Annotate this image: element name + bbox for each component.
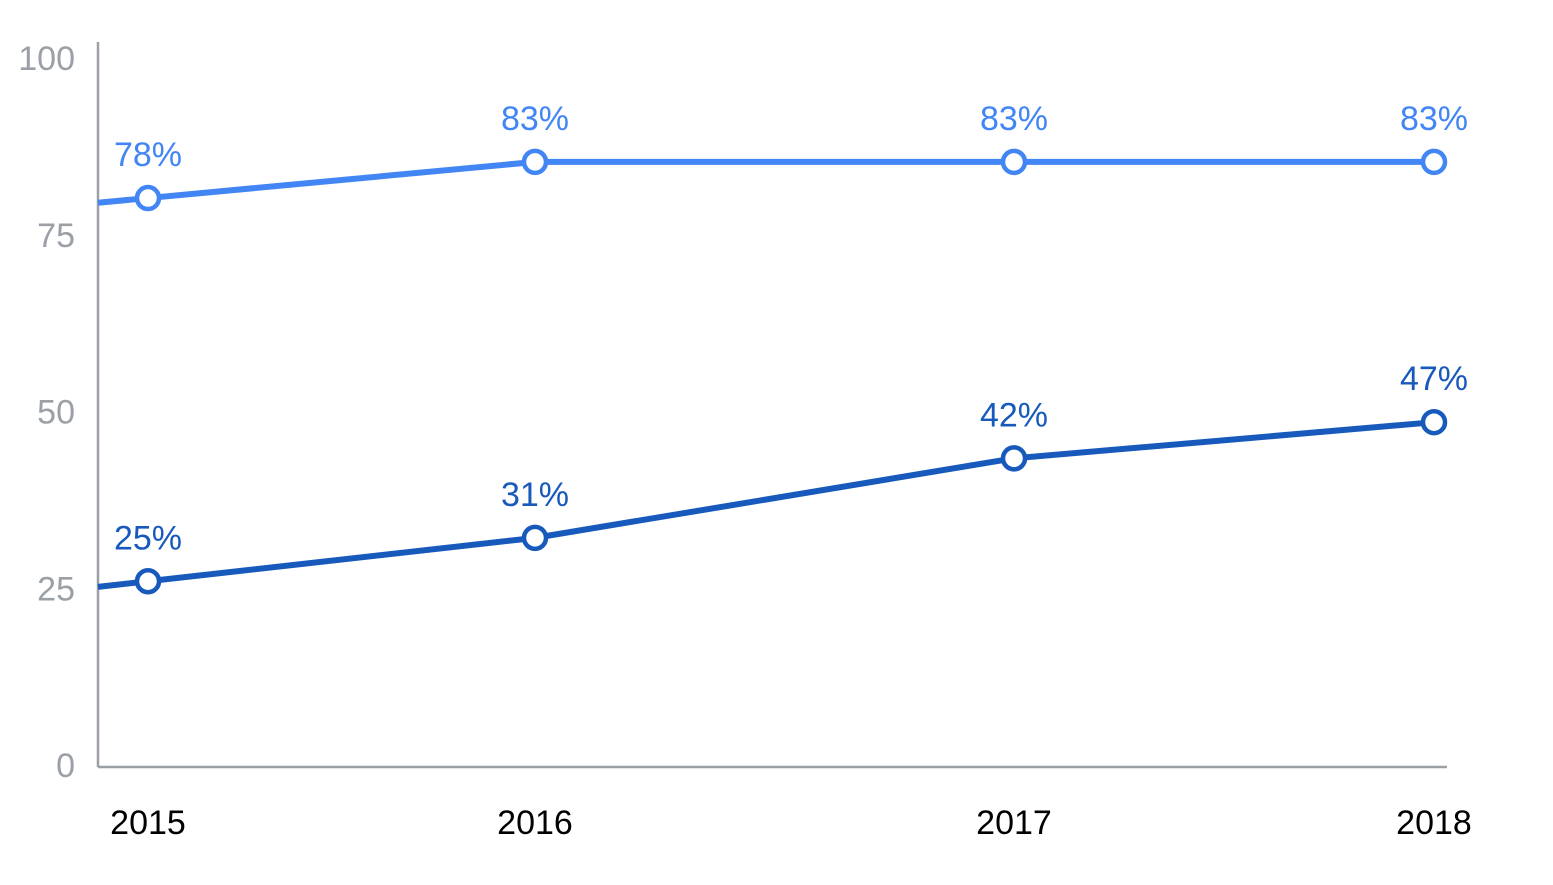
x-tick-label: 2017 — [976, 804, 1052, 842]
data-point — [1420, 408, 1448, 436]
y-tick-label: 0 — [56, 747, 75, 785]
data-label: 25% — [114, 519, 182, 557]
data-point — [1000, 445, 1028, 472]
data-label: 42% — [980, 396, 1048, 434]
y-tick-label: 100 — [18, 40, 75, 78]
data-point — [134, 184, 162, 212]
data-point — [521, 148, 549, 176]
data-point — [1420, 148, 1448, 176]
data-label: 83% — [980, 100, 1048, 138]
x-tick-label: 2016 — [497, 804, 573, 842]
data-point — [134, 568, 162, 595]
x-tick-label: 2018 — [1396, 804, 1472, 842]
series-line-2 — [97, 419, 1435, 590]
data-label: 83% — [1400, 100, 1468, 138]
x-tick-label: 2015 — [110, 804, 186, 842]
data-point — [1000, 148, 1028, 176]
data-label: 78% — [114, 136, 182, 174]
data-label: 83% — [501, 100, 569, 138]
y-tick-label: 75 — [37, 217, 75, 255]
data-label: 47% — [1400, 360, 1468, 398]
y-tick-label: 50 — [37, 394, 75, 432]
data-label: 31% — [501, 476, 569, 514]
data-point — [521, 524, 549, 552]
series-line-1 — [97, 158, 1434, 206]
y-tick-label: 25 — [37, 570, 75, 608]
